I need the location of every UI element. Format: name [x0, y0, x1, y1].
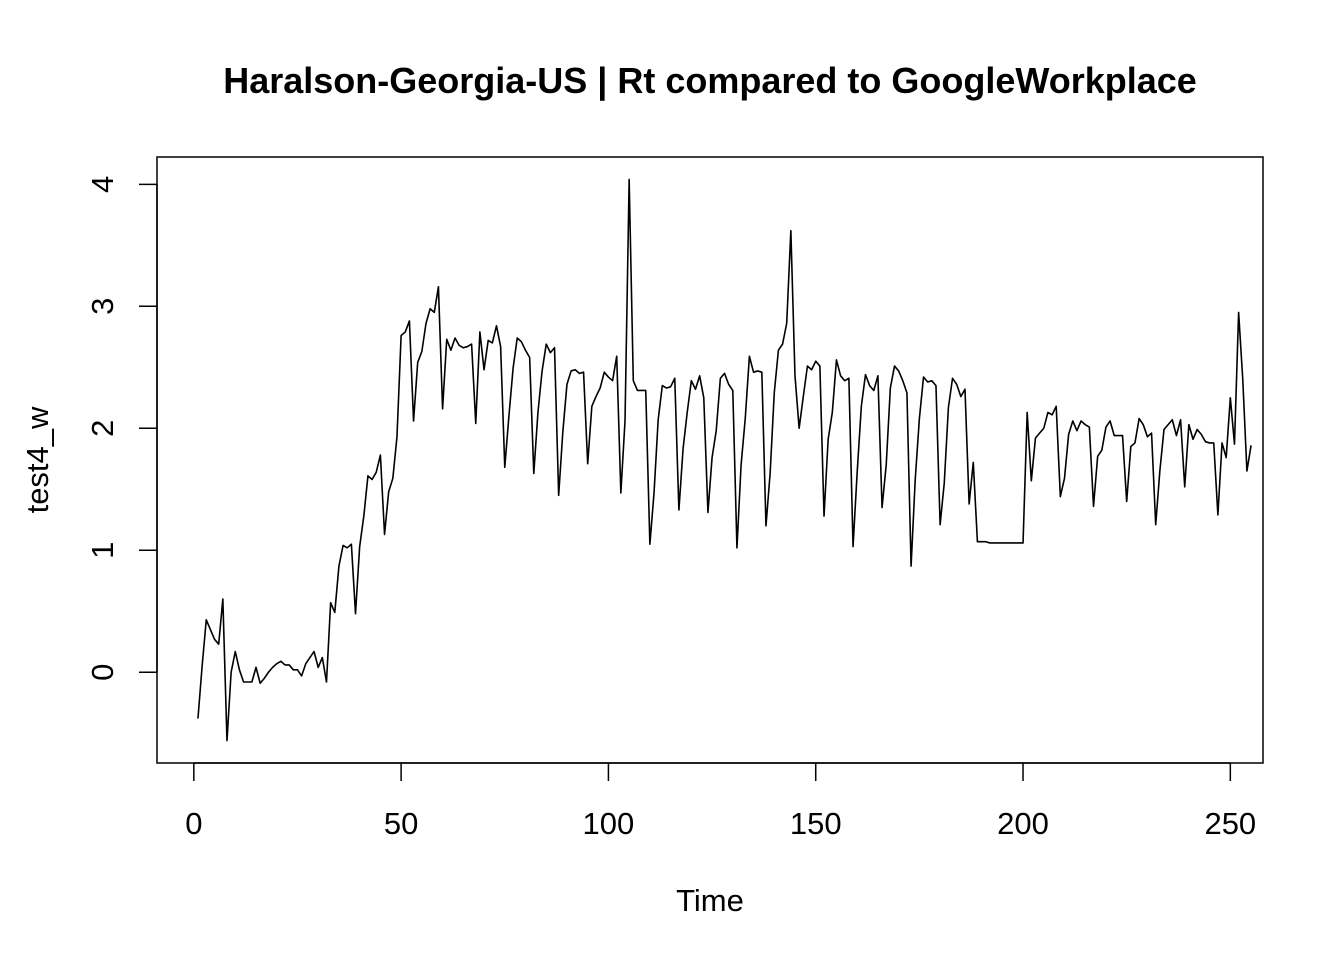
y-tick-label: 4: [85, 176, 120, 193]
x-axis: 0 50 100 150 200 250: [185, 762, 1256, 841]
x-tick-label: 200: [997, 806, 1049, 841]
y-axis: 0 1 2 3 4: [85, 176, 158, 681]
x-tick-label: 150: [790, 806, 842, 841]
x-tick-label: 50: [384, 806, 418, 841]
y-tick-label: 0: [85, 664, 120, 681]
series-line-test4_w: [197, 178, 1252, 742]
y-tick-label: 1: [85, 542, 120, 559]
y-tick-label: 2: [85, 420, 120, 437]
x-tick-label: 100: [583, 806, 635, 841]
x-tick-label: 250: [1204, 806, 1256, 841]
y-tick-label: 3: [85, 298, 120, 315]
chart-title: Haralson-Georgia-US | Rt compared to Goo…: [223, 60, 1197, 102]
y-axis-label: test4_w: [20, 406, 55, 513]
x-tick-label: 0: [185, 806, 202, 841]
x-axis-label: Time: [676, 883, 744, 918]
